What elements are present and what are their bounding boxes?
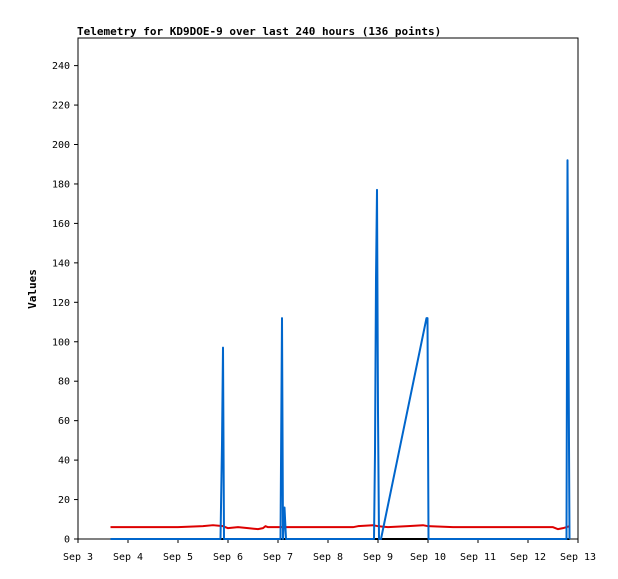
y-tick-label: 20 (58, 495, 70, 506)
x-tick-label: Sep 7 (263, 552, 293, 563)
y-tick-label: 140 (52, 258, 70, 269)
x-tick-label: Sep 8 (313, 552, 343, 563)
x-tick-label: Sep 10 (410, 552, 446, 563)
y-tick-label: 120 (52, 298, 70, 309)
series-layer (110, 159, 571, 540)
y-tick-label: 60 (58, 416, 70, 427)
y-axis-label: Values (26, 269, 39, 309)
y-tick-label: 0 (64, 535, 70, 546)
chart-title: Telemetry for KD9DOE-9 over last 240 hou… (77, 25, 441, 38)
y-axis: 0 20 40 60 80 100 120 140 160 180 200 220 240 (52, 61, 78, 546)
x-tick-label: Sep 6 (213, 552, 243, 563)
y-tick-label: 220 (52, 101, 70, 112)
y-tick-label: 240 (52, 61, 70, 72)
x-tick-label: Sep 13 (560, 552, 596, 563)
series-line-0 (110, 159, 571, 540)
y-tick-label: 80 (58, 377, 70, 388)
x-tick-label: Sep 12 (510, 552, 546, 563)
y-tick-label: 100 (52, 337, 70, 348)
x-tick-label: Sep 3 (63, 552, 93, 563)
x-tick-label: Sep 4 (113, 552, 143, 563)
x-tick-label: Sep 5 (163, 552, 193, 563)
x-tick-label: Sep 11 (460, 552, 496, 563)
y-tick-label: 40 (58, 456, 70, 467)
y-tick-label: 160 (52, 219, 70, 230)
y-tick-label: 180 (52, 179, 70, 190)
x-tick-label: Sep 9 (363, 552, 393, 563)
y-tick-label: 200 (52, 140, 70, 151)
